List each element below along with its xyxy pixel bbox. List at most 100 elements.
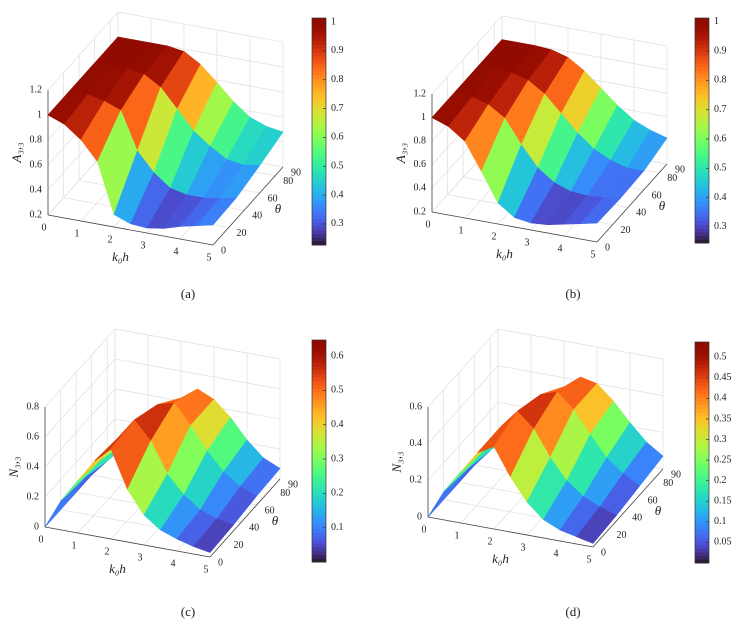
- colorbar-swatch: [695, 123, 709, 128]
- colorbar-frame: [311, 339, 327, 563]
- colorbar-swatch: [312, 33, 326, 38]
- colorbar-swatch: [312, 425, 326, 430]
- colorbar-tick-label: 0.3: [714, 434, 727, 445]
- colorbar-frame: [694, 341, 710, 564]
- colorbar-swatch: [695, 470, 709, 476]
- colorbar-swatch: [312, 380, 326, 385]
- colorbar-swatch: [695, 371, 709, 376]
- colorbar-swatch: [312, 495, 326, 500]
- axis-line: [44, 526, 211, 558]
- colorbar-swatch: [312, 237, 326, 242]
- colorbar-swatch: [312, 173, 326, 178]
- colorbar-swatch: [312, 29, 326, 34]
- colorbar-swatch: [312, 199, 326, 204]
- y-tick-label: 60: [268, 193, 278, 204]
- colorbar-swatch: [312, 417, 326, 422]
- colorbar-swatch: [312, 195, 326, 201]
- colorbar-swatch: [695, 85, 709, 90]
- colorbar-swatch: [312, 25, 326, 30]
- colorbar-swatch: [695, 51, 709, 56]
- z-axis-label: A₃,₃: [393, 143, 408, 164]
- y-tick-label: 20: [237, 228, 247, 239]
- colorbar-swatch: [312, 59, 326, 64]
- z-tick-label: 1: [37, 109, 42, 120]
- colorbar-swatch: [312, 52, 326, 57]
- x-tick-label: 1: [459, 225, 464, 236]
- surface-patch: [192, 518, 234, 553]
- colorbar-frame: [694, 17, 710, 244]
- colorbar-tick-label: 0.3: [714, 221, 727, 232]
- colorbar-swatch: [312, 395, 326, 400]
- colorbar-swatch: [695, 145, 709, 150]
- colorbar-swatch: [312, 469, 326, 474]
- colorbar-swatch: [695, 400, 709, 406]
- colorbar-swatch: [695, 168, 709, 173]
- colorbar-swatch: [695, 164, 709, 169]
- y-tick-label: 60: [648, 495, 658, 506]
- x-tick-label: 5: [207, 252, 212, 263]
- panel-caption: (d): [565, 604, 580, 619]
- surface-patch: [195, 197, 238, 227]
- colorbar-tick-label: 0.4: [331, 189, 344, 200]
- colorbar-swatch: [312, 491, 326, 496]
- colorbar-tick-label: 0.1: [714, 516, 727, 527]
- x-tick-label: 2: [488, 536, 493, 547]
- x-tick-label: 0: [422, 524, 427, 535]
- x-tick-label: 2: [492, 231, 497, 242]
- colorbar-swatch: [312, 89, 326, 95]
- z-axis-label: N₃,₃: [6, 457, 21, 479]
- colorbar-swatch: [695, 386, 709, 391]
- colorbar-swatch: [695, 551, 709, 557]
- colorbar-swatch: [312, 48, 326, 53]
- colorbar-swatch: [695, 74, 709, 79]
- colorbar-tick-label: 0.15: [714, 496, 732, 507]
- colorbar-tick-label: 0.35: [714, 413, 732, 424]
- colorbar-swatch: [312, 203, 326, 208]
- y-axis-label: θ: [655, 503, 662, 518]
- colorbar-tick-label: 0.8: [331, 74, 344, 85]
- colorbar-tick-label: 0.4: [714, 393, 727, 404]
- colorbar-swatch: [695, 119, 709, 124]
- colorbar-swatch: [695, 463, 709, 468]
- x-tick-label: 0: [42, 222, 47, 233]
- colorbar-swatch: [695, 194, 709, 199]
- colorbar-swatch: [312, 432, 326, 437]
- colorbar-swatch: [312, 86, 326, 91]
- z-grid-line: [427, 365, 499, 444]
- colorbar-swatch: [695, 44, 709, 49]
- colorbar-swatch: [695, 360, 709, 365]
- colorbar-swatch: [695, 452, 709, 457]
- colorbar-swatch: [695, 548, 709, 553]
- colorbar-swatch: [695, 183, 709, 188]
- colorbar-swatch: [312, 528, 326, 533]
- z-tick-label: 0.8: [27, 401, 40, 412]
- colorbar-swatch: [695, 489, 709, 494]
- colorbar-swatch: [695, 397, 709, 402]
- colorbar-swatch: [695, 160, 709, 165]
- colorbar-swatch: [312, 127, 326, 132]
- colorbar-swatch: [695, 111, 709, 116]
- colorbar-swatch: [695, 70, 709, 75]
- colorbar-swatch: [695, 441, 709, 446]
- colorbar-swatch: [695, 349, 709, 354]
- colorbar-swatch: [695, 141, 709, 146]
- colorbar-swatch: [312, 473, 326, 478]
- z-tick-label: 1.2: [414, 88, 427, 99]
- colorbar-swatch: [312, 44, 326, 49]
- colorbar-swatch: [312, 116, 326, 121]
- colorbar-swatch: [312, 388, 326, 393]
- colorbar-swatch: [312, 161, 326, 167]
- x-tick-label: 4: [558, 243, 563, 254]
- colorbar-swatch: [695, 389, 709, 395]
- colorbar-swatch: [695, 415, 709, 420]
- colorbar-swatch: [312, 18, 326, 23]
- colorbar-swatch: [695, 419, 709, 424]
- z-tick-label: 0.2: [30, 209, 43, 220]
- colorbar-swatch: [695, 18, 709, 23]
- colorbar-tick-label: 0.4: [714, 192, 727, 203]
- colorbar-swatch: [695, 404, 709, 409]
- colorbar-swatch: [312, 443, 326, 448]
- x-tick-label: 4: [554, 548, 559, 559]
- colorbar-swatch: [312, 458, 326, 463]
- x-tick-label: 0: [39, 534, 44, 545]
